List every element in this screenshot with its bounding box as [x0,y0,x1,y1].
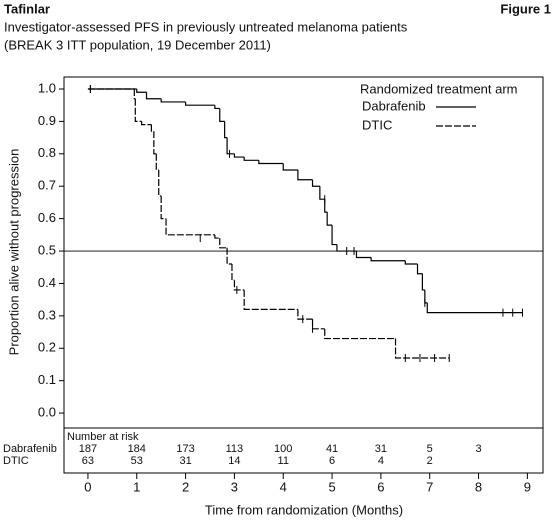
survival-step [311,319,325,330]
survival-step [133,88,136,100]
risk-count: 100 [274,443,292,455]
y-tick-label: 0.1 [38,372,56,387]
survival-step [231,264,235,281]
risk-count: 53 [131,455,143,467]
y-tick-label: 0.4 [38,275,56,290]
risk-count: 5 [427,443,433,455]
survival-step [324,328,396,340]
survival-step [319,186,325,200]
x-tick-label: 1 [133,479,140,494]
survival-step [155,153,159,171]
survival-step [394,338,450,359]
survival-step [311,179,320,187]
x-tick-label: 8 [475,479,482,494]
risk-count: 11 [278,455,289,467]
survival-step [134,98,142,123]
y-tick-label: 0.0 [38,405,56,420]
risk-count: 14 [228,455,240,467]
subtitle: Investigator-assessed PFS in previously … [4,19,408,34]
survival-step [219,108,225,123]
survival-step [160,98,186,103]
survival-step [324,199,328,213]
x-axis-label: Time from randomization (Months) [205,502,403,517]
survival-step [355,251,372,259]
risk-count: 187 [79,443,97,455]
survival-step [416,264,423,275]
chart-title: Tafinlar [4,1,50,16]
risk-count: 3 [475,443,481,455]
y-axis-label: Proportion alive without progression [6,149,21,356]
risk-count: 31 [179,455,191,467]
risk-count: 41 [326,443,338,455]
survival-step [224,121,228,139]
survival-step [282,163,298,171]
x-tick-label: 7 [426,479,433,494]
y-tick-label: 0.8 [38,145,56,160]
legend-label: DTIC [362,117,392,132]
risk-row-label: DTIC [3,455,29,467]
x-tick-label: 3 [231,479,238,494]
x-tick-label: 0 [84,479,91,494]
figure-label: Figure 1 [500,1,551,16]
survival-step [165,218,215,236]
risk-count: 31 [375,443,387,455]
y-tick-label: 0.5 [38,242,56,257]
risk-count: 6 [329,455,335,467]
survival-step [158,170,162,197]
x-tick-label: 6 [377,479,384,494]
survival-step [160,195,167,220]
x-tick-label: 9 [524,479,531,494]
survival-step [233,280,245,291]
survival-step [243,289,298,310]
risk-table-header: Number at risk [67,431,139,443]
risk-row-label: Dabrafenib [3,443,57,455]
survival-step [233,153,245,158]
survival-step [184,101,215,106]
risk-count: 4 [378,455,384,467]
subtitle: (BREAK 3 ITT population, 19 December 201… [4,37,271,52]
risk-count: 184 [128,443,146,455]
survival-step [226,137,235,155]
survival-step [243,157,259,161]
risk-count: 63 [82,455,94,467]
survival-step [219,238,228,249]
survival-step [136,88,147,93]
survival-step [226,247,232,265]
survival-step [426,302,523,314]
y-tick-label: 0.6 [38,210,56,225]
y-tick-label: 0.9 [38,113,56,128]
survival-step [331,225,337,246]
survival-step [404,260,418,265]
x-tick-label: 4 [280,479,287,494]
survival-step [214,105,220,110]
survival-step [258,160,284,165]
x-tick-label: 2 [182,479,189,494]
y-tick-label: 0.7 [38,178,56,193]
survival-step [370,257,406,262]
survival-step [297,170,313,181]
y-tick-label: 1.0 [38,80,56,95]
survival-step [297,309,313,320]
survival-step [141,121,152,126]
risk-count: 113 [226,443,244,455]
y-tick-label: 0.3 [38,307,56,322]
survival-step [336,244,357,252]
legend-title: Randomized treatment arm [360,81,518,96]
y-tick-label: 0.2 [38,340,56,355]
survival-step [214,234,220,239]
survival-step [145,92,162,100]
risk-count: 173 [176,443,194,455]
legend-label: Dabrafenib [362,98,426,113]
survival-step [150,124,154,132]
plot-frame [63,76,544,474]
survival-step [153,131,157,155]
survival-step [421,273,425,291]
survival-step [326,212,333,226]
risk-count: 2 [427,455,433,467]
x-tick-label: 5 [328,479,335,494]
